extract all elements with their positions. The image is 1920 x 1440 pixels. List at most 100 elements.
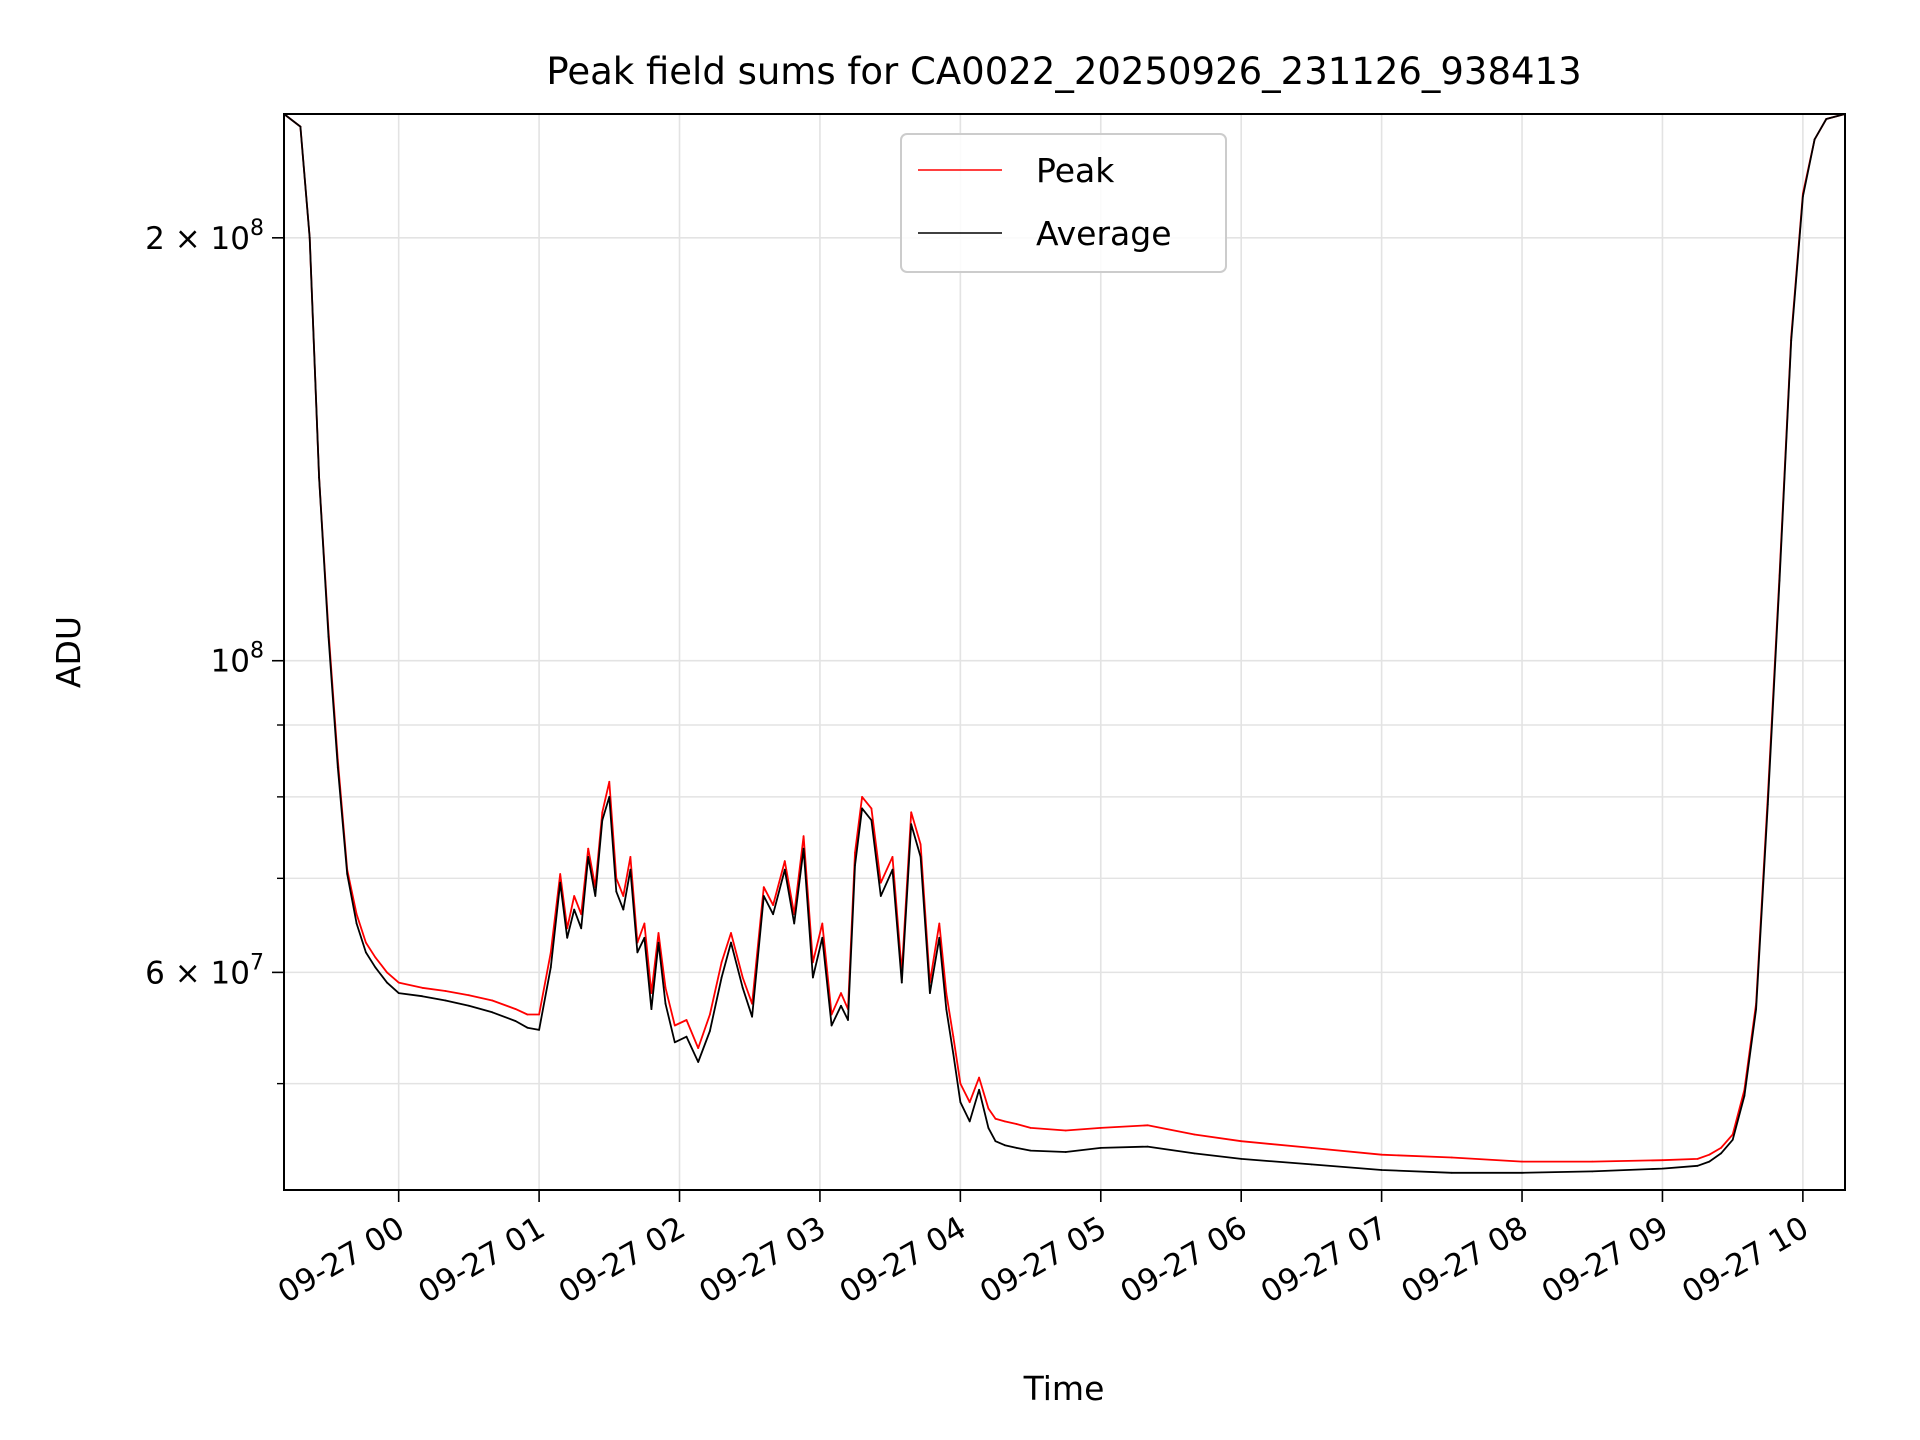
data-point-average — [861, 807, 863, 810]
data-point-peak — [919, 843, 922, 846]
data-point-average — [1661, 1167, 1664, 1170]
data-point-average — [1450, 1171, 1453, 1174]
chart-title: Peak field sums for CA0022_20250926_2311… — [546, 50, 1581, 93]
data-point-average — [879, 895, 882, 897]
data-point-average — [1015, 1147, 1018, 1149]
data-point-average — [1755, 1008, 1757, 1010]
data-point-peak — [538, 1013, 540, 1016]
data-point-average — [1813, 138, 1816, 141]
data-point-average — [751, 1015, 753, 1018]
data-point-peak — [1708, 1153, 1711, 1156]
data-point-average — [1825, 118, 1828, 120]
data-point-average — [1743, 1095, 1746, 1097]
data-point-peak — [468, 994, 470, 997]
data-point-average — [900, 981, 903, 984]
data-point-average — [573, 908, 576, 911]
data-point-peak — [1591, 1160, 1594, 1163]
data-point-peak — [945, 992, 948, 994]
data-point-average — [830, 1024, 833, 1027]
data-point-average — [594, 895, 597, 897]
data-point-average — [365, 951, 367, 954]
data-point-peak — [938, 922, 941, 925]
data-point-peak — [987, 1107, 990, 1110]
data-point-average — [1240, 1158, 1243, 1160]
data-point-average — [601, 819, 604, 822]
data-point-peak — [840, 992, 842, 994]
y-tick-label: 6 × 107 — [145, 950, 264, 991]
data-point-average — [318, 476, 320, 479]
data-point-average — [374, 966, 377, 969]
legend: Peak Average — [900, 133, 1227, 273]
data-point-average — [968, 1120, 971, 1123]
data-point-peak — [978, 1076, 980, 1079]
data-point-average — [657, 941, 660, 944]
data-point-average — [840, 1004, 842, 1007]
data-point-average — [952, 1053, 955, 1055]
data-point-peak — [491, 999, 494, 1002]
data-point-average — [1720, 1152, 1722, 1155]
data-point-average — [987, 1127, 990, 1129]
data-point-peak — [1240, 1140, 1243, 1143]
data-point-average — [308, 236, 311, 239]
data-point-average — [978, 1088, 980, 1091]
data-point-peak — [1015, 1123, 1018, 1125]
data-point-peak — [374, 956, 377, 959]
data-point-peak — [1064, 1129, 1067, 1132]
data-point-peak — [994, 1117, 997, 1120]
data-point-average — [615, 890, 618, 893]
data-point-average — [327, 635, 330, 638]
data-point-peak — [1099, 1127, 1102, 1129]
data-point-average — [945, 1008, 948, 1010]
data-point-average — [566, 936, 569, 939]
data-point-average — [1099, 1147, 1102, 1149]
data-point-peak — [673, 1024, 676, 1027]
data-point-peak — [1661, 1159, 1664, 1162]
data-point-average — [772, 913, 774, 916]
data-point-average — [910, 823, 913, 826]
data-point-peak — [549, 951, 552, 954]
data-point-peak — [1696, 1158, 1699, 1160]
data-point-average — [1193, 1152, 1196, 1155]
data-point-average — [854, 864, 856, 867]
data-point-peak — [629, 856, 632, 858]
data-point-peak — [741, 976, 744, 979]
data-point-average — [1310, 1163, 1313, 1166]
data-point-average — [386, 981, 388, 984]
data-point-peak — [514, 1008, 517, 1010]
data-point-average — [491, 1011, 494, 1014]
data-point-peak — [601, 811, 604, 814]
data-point-average — [444, 999, 447, 1002]
data-point-average — [336, 766, 339, 768]
data-point-average — [709, 1030, 711, 1032]
plot-frame — [283, 113, 1846, 1191]
data-point-peak — [709, 1013, 711, 1016]
data-point-average — [783, 868, 786, 871]
data-point-peak — [772, 904, 774, 906]
data-point-average — [355, 922, 358, 925]
data-point-average — [847, 1019, 849, 1021]
y-axis-label: ADU — [49, 616, 88, 688]
data-point-average — [1380, 1169, 1383, 1171]
data-point-peak — [526, 1013, 529, 1016]
data-point-peak — [397, 981, 400, 984]
data-point-average — [622, 908, 625, 911]
data-point-average — [793, 922, 796, 925]
data-point-peak — [861, 796, 863, 798]
data-point-peak — [697, 1047, 700, 1049]
data-point-average — [891, 868, 894, 871]
data-point-average — [559, 881, 562, 884]
data-point-peak — [386, 971, 388, 974]
legend-label-average: Average — [1036, 214, 1172, 253]
data-point-peak — [910, 811, 913, 814]
data-point-average — [538, 1029, 540, 1031]
data-point-peak — [821, 922, 824, 925]
data-point-peak — [643, 922, 646, 925]
data-point-average — [1003, 1144, 1006, 1147]
data-point-average — [421, 995, 423, 998]
data-point-average — [397, 992, 400, 994]
data-point-peak — [608, 780, 611, 783]
data-point-peak — [355, 913, 358, 916]
data-point-peak — [1380, 1153, 1383, 1156]
data-point-average — [1146, 1145, 1149, 1148]
